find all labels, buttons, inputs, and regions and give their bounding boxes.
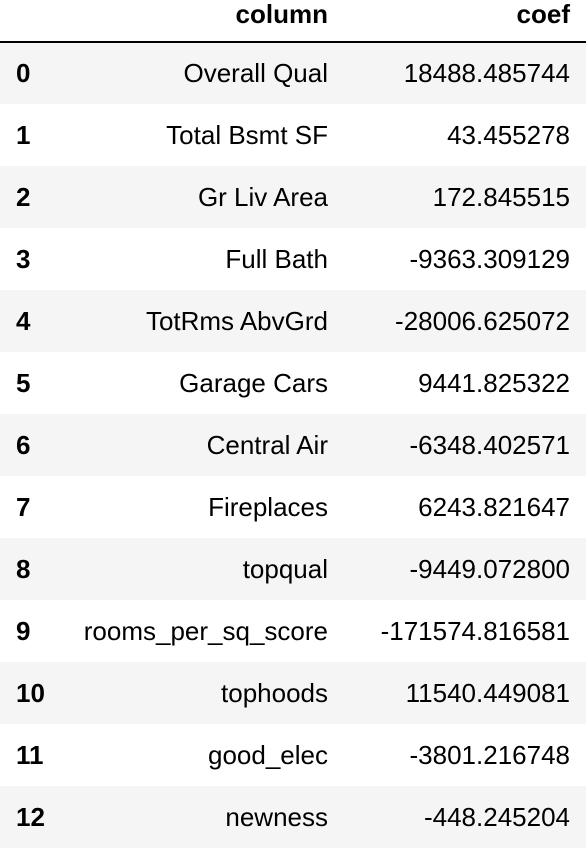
- table-row: 1 Total Bsmt SF 43.455278: [0, 104, 586, 166]
- row-column-name: Fireplaces: [208, 491, 328, 522]
- table-row: 10 tophoods 11540.449081: [0, 662, 586, 724]
- table-row: 3 Full Bath -9363.309129: [0, 228, 586, 290]
- row-coef-value: 172.845515: [432, 181, 570, 212]
- row-coef-value: -171574.816581: [380, 615, 570, 646]
- table-row: 9 rooms_per_sq_score -171574.816581: [0, 600, 586, 662]
- row-column-name: topqual: [242, 553, 328, 584]
- row-coef-value: 6243.821647: [418, 491, 570, 522]
- row-column-name: Full Bath: [225, 243, 328, 274]
- row-coef-value: -28006.625072: [395, 305, 570, 336]
- row-index: 1: [16, 119, 31, 150]
- header-index: [0, 0, 66, 43]
- table-row: 8 topqual -9449.072800: [0, 538, 586, 600]
- row-index: 8: [16, 553, 31, 584]
- header-coef: coef: [344, 0, 586, 43]
- row-coef-value: -9363.309129: [409, 243, 570, 274]
- row-index: 5: [16, 367, 31, 398]
- row-coef-value: 18488.485744: [403, 58, 570, 88]
- row-coef-value: 11540.449081: [405, 677, 570, 708]
- row-column-name: Central Air: [206, 429, 328, 460]
- row-column-name: newness: [225, 801, 328, 832]
- table-row: 7 Fireplaces 6243.821647: [0, 476, 586, 538]
- row-coef-value: -6348.402571: [409, 429, 570, 460]
- table-row: 5 Garage Cars 9441.825322: [0, 352, 586, 414]
- row-coef-value: -3801.216748: [409, 739, 570, 770]
- row-column-name: good_elec: [208, 739, 328, 770]
- row-index: 7: [16, 491, 31, 522]
- row-index: 12: [16, 801, 45, 832]
- table-row: 11 good_elec -3801.216748: [0, 724, 586, 786]
- table-row: 4 TotRms AbvGrd -28006.625072: [0, 290, 586, 352]
- table-row: 6 Central Air -6348.402571: [0, 414, 586, 476]
- table-row: 12 newness -448.245204: [0, 786, 586, 848]
- table-body: 0 Overall Qual 18488.485744 1 Total Bsmt…: [0, 42, 586, 848]
- row-column-name: Overall Qual: [183, 58, 329, 88]
- row-column-name: Total Bsmt SF: [166, 119, 328, 150]
- row-column-name: rooms_per_sq_score: [83, 615, 328, 646]
- row-index: 10: [16, 677, 45, 708]
- table-row: 2 Gr Liv Area 172.845515: [0, 166, 586, 228]
- table-row: 0 Overall Qual 18488.485744: [0, 42, 586, 104]
- row-coef-value: 9441.825322: [418, 367, 570, 398]
- row-index: 9: [16, 615, 31, 646]
- row-column-name: Garage Cars: [179, 367, 328, 398]
- row-index: 3: [16, 243, 31, 274]
- row-index: 11: [16, 739, 44, 770]
- row-index: 4: [16, 305, 31, 336]
- row-coef-value: -448.245204: [423, 801, 570, 832]
- row-column-name: TotRms AbvGrd: [145, 305, 328, 336]
- header-column: column: [66, 0, 344, 43]
- row-index: 6: [16, 429, 31, 460]
- row-index: 0: [16, 58, 31, 88]
- row-column-name: tophoods: [221, 677, 328, 708]
- row-column-name: Gr Liv Area: [197, 181, 328, 212]
- row-coef-value: 43.455278: [447, 119, 570, 150]
- header-row: column coef: [0, 0, 586, 43]
- table-header: column coef: [0, 0, 586, 43]
- row-index: 2: [16, 181, 31, 212]
- row-coef-value: -9449.072800: [409, 553, 570, 584]
